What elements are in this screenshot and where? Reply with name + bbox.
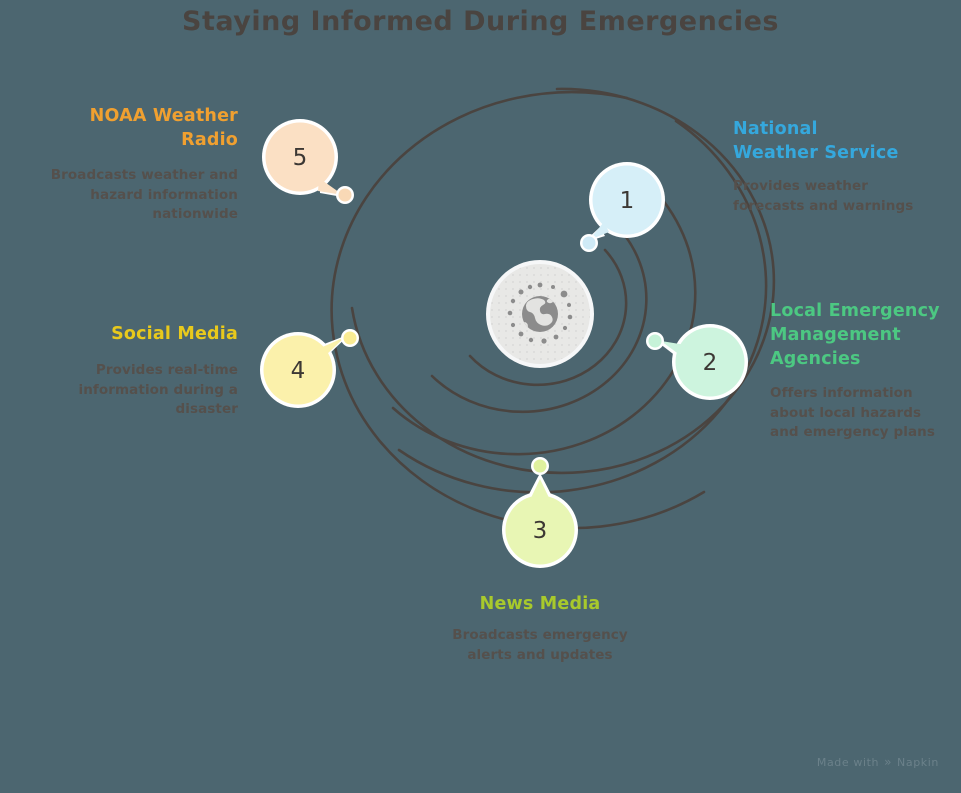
label-line: News Media bbox=[479, 594, 601, 614]
globe-icon bbox=[522, 296, 558, 332]
globe-ring-dots bbox=[507, 282, 573, 344]
napkin-logo-icon: » bbox=[884, 754, 893, 769]
node-bubble-1[interactable]: 1 bbox=[580, 162, 665, 252]
node-desc-noaa-weather-radio: Broadcasts weather and hazard informatio… bbox=[28, 166, 238, 225]
node-desc-social-media: Provides real-time information during a … bbox=[28, 361, 238, 420]
watermark: Made with » Napkin bbox=[816, 754, 939, 770]
desc-line: Broadcasts emergency bbox=[452, 627, 628, 643]
label-line: Social Media bbox=[111, 324, 238, 344]
node-bubble-2[interactable]: 2 bbox=[646, 324, 748, 400]
center-node bbox=[486, 260, 594, 368]
desc-line: alerts and updates bbox=[467, 646, 613, 663]
node-label-social-media: Social Media bbox=[38, 322, 238, 346]
arc-ring-5 bbox=[430, 220, 648, 414]
node-bubble-3[interactable]: 3 bbox=[502, 457, 578, 568]
node-desc-news-media: Broadcasts emergency alerts and updates bbox=[415, 626, 665, 665]
desc-line: hazard information bbox=[90, 186, 238, 203]
label-line: NOAA Weather bbox=[89, 106, 238, 126]
desc-line: about local hazards bbox=[770, 404, 922, 421]
label-line: Weather Service bbox=[733, 143, 899, 164]
node-bubble-5[interactable]: 5 bbox=[262, 119, 354, 204]
desc-line: Provides weather bbox=[733, 178, 869, 194]
node-desc-national-weather-service: Provides weather forecasts and warnings bbox=[733, 177, 948, 216]
arc-ring-4 bbox=[391, 176, 697, 456]
desc-line: Offers information bbox=[770, 385, 913, 401]
node-bubble-4[interactable]: 4 bbox=[260, 329, 359, 408]
desc-line: forecasts and warnings bbox=[733, 197, 914, 214]
desc-line: nationwide bbox=[152, 206, 238, 223]
bubble-number: 1 bbox=[620, 188, 635, 214]
desc-line: information during a bbox=[78, 381, 238, 398]
label-line: Radio bbox=[181, 130, 238, 151]
arc-ring-3 bbox=[397, 119, 768, 494]
bubble-number: 3 bbox=[533, 518, 548, 544]
watermark-prefix: Made with bbox=[816, 756, 880, 769]
label-line: Management bbox=[770, 325, 901, 346]
desc-line: disaster bbox=[175, 401, 238, 418]
node-label-noaa-weather-radio: NOAA Weather Radio bbox=[38, 104, 238, 152]
desc-line: Broadcasts weather and bbox=[50, 167, 238, 183]
bubble-number: 2 bbox=[703, 350, 718, 376]
bubble-number: 4 bbox=[291, 358, 306, 384]
desc-line: Provides real-time bbox=[95, 362, 238, 378]
arc-ring-6 bbox=[468, 248, 628, 387]
watermark-brand: Napkin bbox=[897, 756, 939, 769]
node-desc-local-emergency-management-agencies: Offers information about local hazards a… bbox=[770, 384, 960, 443]
label-line: National bbox=[733, 119, 818, 139]
desc-line: and emergency plans bbox=[770, 424, 936, 441]
node-label-news-media: News Media bbox=[415, 592, 665, 616]
node-label-local-emergency-management-agencies: Local Emergency Management Agencies bbox=[770, 299, 961, 371]
bubble-number: 5 bbox=[293, 145, 308, 171]
node-label-national-weather-service: National Weather Service bbox=[733, 117, 958, 165]
label-line: Local Emergency bbox=[770, 301, 940, 321]
page-title: Staying Informed During Emergencies bbox=[182, 6, 779, 37]
label-line: Agencies bbox=[770, 349, 861, 370]
